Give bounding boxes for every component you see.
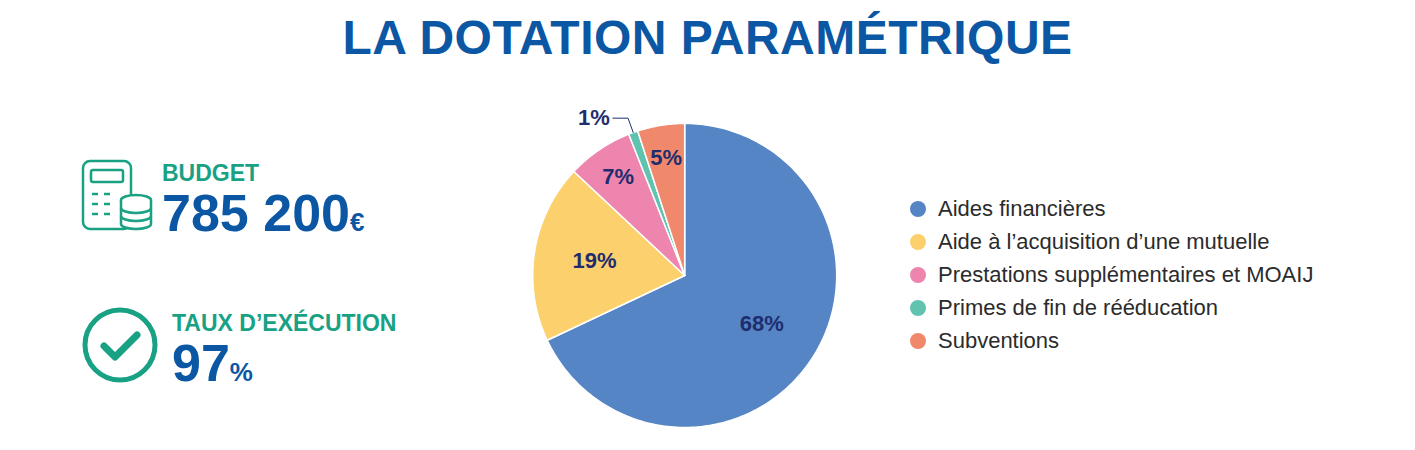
svg-text:1%: 1% — [578, 105, 610, 130]
html-text:Prestations supplémentaires et: Prestations supplémentaires et MOAIJ — [938, 261, 1314, 287]
html-text:Subventions: Subventions — [938, 327, 1060, 353]
html-text:TAUX D’EXÉCUTION: TAUX D’EXÉCUTION — [172, 310, 397, 336]
html-text:BUDGET: BUDGET — [162, 160, 260, 186]
html-text:Aide à l’acquisition d’une mut: Aide à l’acquisition d’une mutuelle — [938, 228, 1270, 254]
html-text:97%: 97% — [172, 334, 253, 392]
svg-text:5%: 5% — [650, 145, 682, 170]
html-text:Primes de fin de rééducation: Primes de fin de rééducation — [938, 294, 1219, 320]
svg-text:68%: 68% — [740, 311, 784, 336]
html-text:LA DOTATION PARAMÉTRIQUE: LA DOTATION PARAMÉTRIQUE — [342, 11, 1073, 64]
html-text:Aides financières: Aides financières — [938, 195, 1106, 221]
svg-text:19%: 19% — [573, 248, 617, 273]
svg-text:7%: 7% — [602, 164, 634, 189]
html-text:785 200€: 785 200€ — [162, 184, 365, 242]
